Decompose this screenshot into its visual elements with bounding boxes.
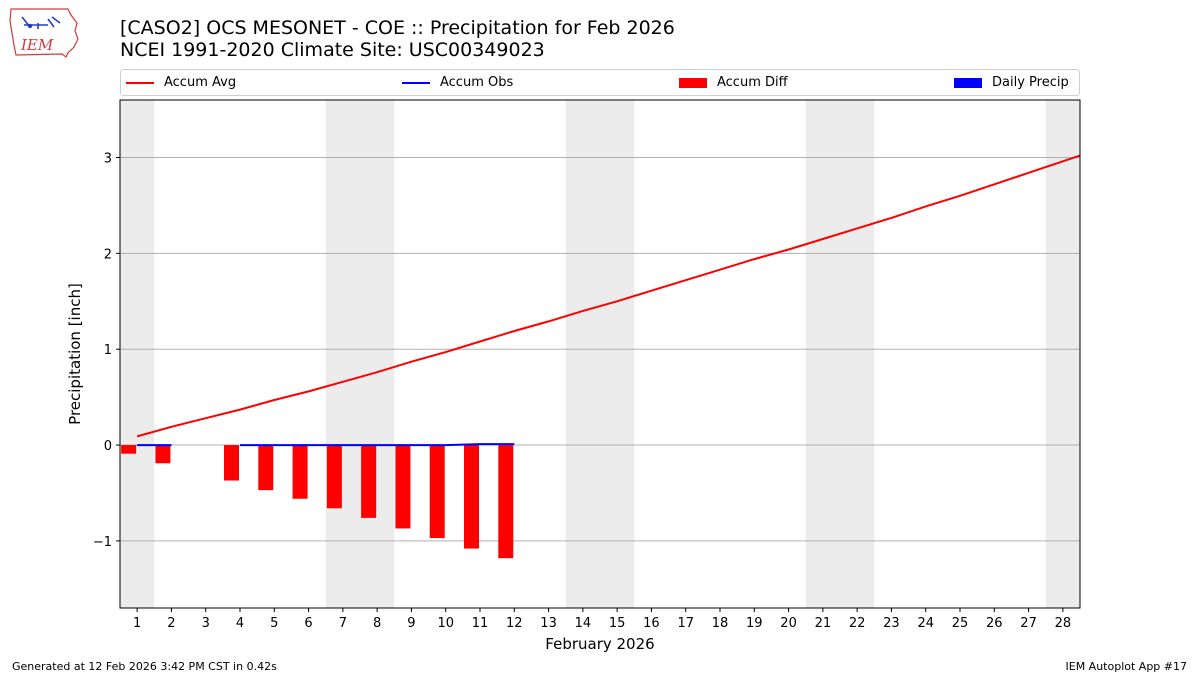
accum-diff-bar-day-6 — [292, 445, 308, 499]
accum-diff-bar-day-1 — [121, 445, 137, 454]
x-tick-label-22: 22 — [849, 616, 866, 631]
x-tick-label-24: 24 — [917, 616, 934, 631]
weather-station-cup-icon — [27, 23, 33, 29]
legend-label-accum-avg: Accum Avg — [164, 75, 237, 90]
legend-item-accum-avg: Accum Avg — [126, 70, 236, 95]
x-tick-label-27: 27 — [1020, 616, 1037, 631]
legend-item-accum-diff: Accum Diff — [679, 70, 788, 95]
chart-title-line2: NCEI 1991-2020 Climate Site: USC00349023 — [120, 39, 545, 61]
x-tick-label-5: 5 — [270, 616, 278, 631]
x-tick-label-21: 21 — [815, 616, 832, 631]
accum-diff-bar-day-10 — [429, 445, 445, 539]
weekend-band-3 — [805, 100, 875, 608]
x-tick-label-28: 28 — [1055, 616, 1072, 631]
accum-diff-bar-day-9 — [395, 445, 411, 529]
logo-text: IEM — [20, 36, 54, 54]
legend-swatch-accum-obs — [402, 81, 430, 84]
generated-timestamp: Generated at 12 Feb 2026 3:42 PM CST in … — [12, 660, 277, 673]
weekend-band-1 — [325, 100, 395, 608]
x-tick-label-12: 12 — [506, 616, 523, 631]
weekend-band-0 — [120, 100, 155, 608]
x-tick-label-1: 1 — [133, 616, 141, 631]
x-tick-label-23: 23 — [883, 616, 900, 631]
accum-diff-bar-day-2 — [155, 445, 171, 464]
y-tick-label-0: 0 — [104, 439, 112, 454]
accum-diff-bar-day-8 — [361, 445, 377, 518]
x-tick-label-18: 18 — [712, 616, 729, 631]
x-tick-label-25: 25 — [952, 616, 969, 631]
x-tick-label-10: 10 — [437, 616, 454, 631]
plot-frame — [119, 99, 1081, 609]
legend-label-daily-precip: Daily Precip — [992, 75, 1069, 90]
legend-swatch-daily-precip — [954, 77, 982, 88]
x-tick-label-4: 4 — [236, 616, 244, 631]
legend-item-accum-obs: Accum Obs — [402, 70, 513, 95]
accum-diff-bar-day-12 — [498, 445, 514, 559]
legend-label-accum-obs: Accum Obs — [440, 75, 514, 90]
x-tick-label-3: 3 — [202, 616, 210, 631]
chart-legend: Accum Avg Accum Obs Accum Diff Daily Pre… — [120, 69, 1080, 96]
iowa-state-outline — [9, 8, 79, 58]
legend-swatch-accum-diff — [679, 77, 707, 88]
accum-avg-line-0 — [136, 154, 1081, 438]
iem-logo: IEM — [9, 8, 79, 58]
y-axis-ticks: −1 0 1 2 3 — [93, 152, 120, 550]
y-axis-label: Precipitation [inch] — [66, 283, 84, 425]
y-tick-label--1: −1 — [93, 535, 112, 550]
x-tick-label-13: 13 — [540, 616, 557, 631]
weekend-band-4 — [1045, 100, 1080, 608]
accum-diff-bar-day-11 — [464, 445, 479, 549]
accum-diff-bars — [121, 445, 514, 559]
app-label: IEM Autoplot App #17 — [1065, 660, 1188, 673]
y-tick-label-3: 3 — [104, 152, 112, 167]
accum-obs-line-1 — [240, 443, 515, 447]
accum-diff-bar-day-5 — [258, 445, 274, 491]
x-axis-ticks: 1 2 3 4 5 6 7 8 9 10 11 12 13 14 15 16 17 18 19 20 21 22 23 24 2… — [133, 608, 1071, 631]
legend-label-accum-diff: Accum Diff — [717, 75, 788, 90]
x-tick-label-14: 14 — [575, 616, 592, 631]
series-lines — [136, 154, 1081, 447]
accum-diff-bar-day-4 — [224, 445, 239, 481]
weekend-band-2 — [565, 100, 635, 608]
x-tick-label-15: 15 — [609, 616, 626, 631]
legend-swatch-accum-avg — [126, 81, 154, 84]
x-tick-label-7: 7 — [339, 616, 347, 631]
x-axis-label: February 2026 — [545, 635, 654, 653]
y-tick-label-2: 2 — [104, 247, 112, 262]
x-tick-label-2: 2 — [167, 616, 175, 631]
x-tick-label-16: 16 — [643, 616, 660, 631]
x-tick-label-17: 17 — [677, 616, 694, 631]
weekend-bands — [120, 100, 1080, 608]
legend-item-daily-precip: Daily Precip — [954, 70, 1069, 95]
accum-diff-bar-day-7 — [326, 445, 342, 509]
x-tick-label-19: 19 — [746, 616, 763, 631]
chart-title-line1: [CASO2] OCS MESONET - COE :: Precipitati… — [120, 17, 675, 39]
y-tick-label-1: 1 — [104, 343, 112, 358]
x-tick-label-8: 8 — [373, 616, 381, 631]
chart-title: [CASO2] OCS MESONET - COE :: Precipitati… — [120, 17, 675, 61]
x-tick-label-20: 20 — [780, 616, 797, 631]
x-tick-label-9: 9 — [407, 616, 415, 631]
x-tick-label-6: 6 — [304, 616, 312, 631]
x-tick-label-26: 26 — [986, 616, 1003, 631]
weather-station-icon — [21, 16, 61, 29]
x-tick-label-11: 11 — [472, 616, 489, 631]
